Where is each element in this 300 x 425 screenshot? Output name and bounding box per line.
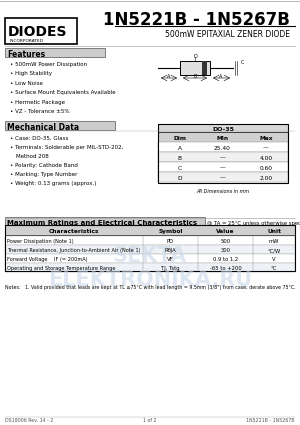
Bar <box>158 132 288 142</box>
Text: • High Stability: • High Stability <box>10 71 52 76</box>
Bar <box>202 61 207 75</box>
Text: DO-35: DO-35 <box>212 127 234 131</box>
Bar <box>5 18 77 44</box>
Text: @ TA = 25°C unless otherwise specified: @ TA = 25°C unless otherwise specified <box>207 221 300 226</box>
Text: A: A <box>219 74 223 79</box>
Bar <box>5 254 295 263</box>
Text: B: B <box>193 74 197 79</box>
Text: —: — <box>220 165 225 170</box>
Text: • 500mW Power Dissipation: • 500mW Power Dissipation <box>10 62 87 66</box>
Text: Method 208: Method 208 <box>16 153 49 159</box>
Text: V: V <box>272 257 276 262</box>
Text: mW: mW <box>269 239 279 244</box>
Text: PD: PD <box>167 239 174 244</box>
Text: —: — <box>220 176 225 181</box>
Text: • VZ - Tolerance ±5%: • VZ - Tolerance ±5% <box>10 109 70 114</box>
Text: 25.40: 25.40 <box>214 145 231 150</box>
Text: -65 to +200: -65 to +200 <box>210 266 242 271</box>
Text: All Dimensions in mm: All Dimensions in mm <box>196 189 250 193</box>
Text: DS18006 Rev. 14 - 2: DS18006 Rev. 14 - 2 <box>5 417 53 422</box>
Text: • Polarity: Cathode Band: • Polarity: Cathode Band <box>10 162 78 167</box>
Bar <box>158 124 288 133</box>
Text: 2.00: 2.00 <box>260 176 273 181</box>
Text: 1N5221B - 1N5267B: 1N5221B - 1N5267B <box>103 11 290 29</box>
Text: • Marking: Type Number: • Marking: Type Number <box>10 172 77 176</box>
Bar <box>5 263 295 272</box>
Text: • Surface Mount Equivalents Available: • Surface Mount Equivalents Available <box>10 90 116 95</box>
Text: 500mW EPITAXIAL ZENER DIODE: 500mW EPITAXIAL ZENER DIODE <box>165 29 290 39</box>
Text: SEKTA
ELEKTRONIKA.RU: SEKTA ELEKTRONIKA.RU <box>48 246 252 289</box>
Text: 500: 500 <box>220 239 231 244</box>
Text: 1N5221B - 1N5267B: 1N5221B - 1N5267B <box>247 417 295 422</box>
Text: • Low Noise: • Low Noise <box>10 80 43 85</box>
Bar <box>5 121 115 130</box>
Text: Thermal Resistance, Junction-to-Ambient Air (Note 1): Thermal Resistance, Junction-to-Ambient … <box>7 248 140 253</box>
Text: RθJA: RθJA <box>165 248 176 253</box>
Text: D: D <box>193 54 197 59</box>
Text: Value: Value <box>216 229 235 233</box>
Text: Features: Features <box>7 49 45 59</box>
Text: C: C <box>177 165 182 170</box>
Bar <box>158 152 288 162</box>
Bar <box>5 236 295 245</box>
Bar <box>158 124 288 183</box>
Text: D: D <box>177 176 182 181</box>
Bar <box>5 48 105 57</box>
Text: Forward Voltage    IF (= 200mA): Forward Voltage IF (= 200mA) <box>7 257 88 262</box>
Text: Dim: Dim <box>173 136 186 141</box>
Text: Operating and Storage Temperature Range: Operating and Storage Temperature Range <box>7 266 116 271</box>
Text: 0.9 to 1.2: 0.9 to 1.2 <box>213 257 238 262</box>
Text: 0.60: 0.60 <box>260 165 272 170</box>
Text: Symbol: Symbol <box>158 229 183 233</box>
Text: Characteristics: Characteristics <box>49 229 99 233</box>
Text: C: C <box>241 60 244 65</box>
Text: • Case: DO-35, Glass: • Case: DO-35, Glass <box>10 136 68 141</box>
Text: Min: Min <box>216 136 229 141</box>
Text: Maximum Ratings and Electrical Characteristics: Maximum Ratings and Electrical Character… <box>7 220 197 226</box>
Text: • Hermetic Package: • Hermetic Package <box>10 99 65 105</box>
Text: —: — <box>263 145 269 150</box>
Bar <box>5 225 295 235</box>
Bar <box>158 172 288 182</box>
Text: Power Dissipation (Note 1): Power Dissipation (Note 1) <box>7 239 74 244</box>
Bar <box>158 162 288 172</box>
Bar <box>5 217 205 226</box>
Text: 300: 300 <box>220 248 230 253</box>
Text: DIODES: DIODES <box>8 25 68 39</box>
Text: °C/W: °C/W <box>267 248 280 253</box>
Text: Unit: Unit <box>267 229 281 233</box>
Text: A: A <box>167 74 171 79</box>
Text: 1 of 2: 1 of 2 <box>143 417 157 422</box>
Text: • Terminals: Solderable per MIL-STD-202,: • Terminals: Solderable per MIL-STD-202, <box>10 144 123 150</box>
Text: Mechanical Data: Mechanical Data <box>7 122 79 131</box>
Bar <box>158 142 288 152</box>
Text: Notes:   1. Valid provided that leads are kept at TL ≤75°C with lead length = 9.: Notes: 1. Valid provided that leads are … <box>5 286 296 291</box>
Text: TJ, Tstg: TJ, Tstg <box>161 266 180 271</box>
Bar <box>5 245 295 254</box>
Text: °C: °C <box>271 266 277 271</box>
Text: • Weight: 0.13 grams (approx.): • Weight: 0.13 grams (approx.) <box>10 181 96 185</box>
Text: Max: Max <box>259 136 273 141</box>
Bar <box>5 225 295 271</box>
Text: INCORPORATED: INCORPORATED <box>10 39 44 43</box>
Text: 4.00: 4.00 <box>260 156 273 161</box>
Bar <box>180 61 210 75</box>
Text: A: A <box>178 145 182 150</box>
Text: —: — <box>220 156 225 161</box>
Text: VF: VF <box>167 257 174 262</box>
Text: B: B <box>178 156 182 161</box>
